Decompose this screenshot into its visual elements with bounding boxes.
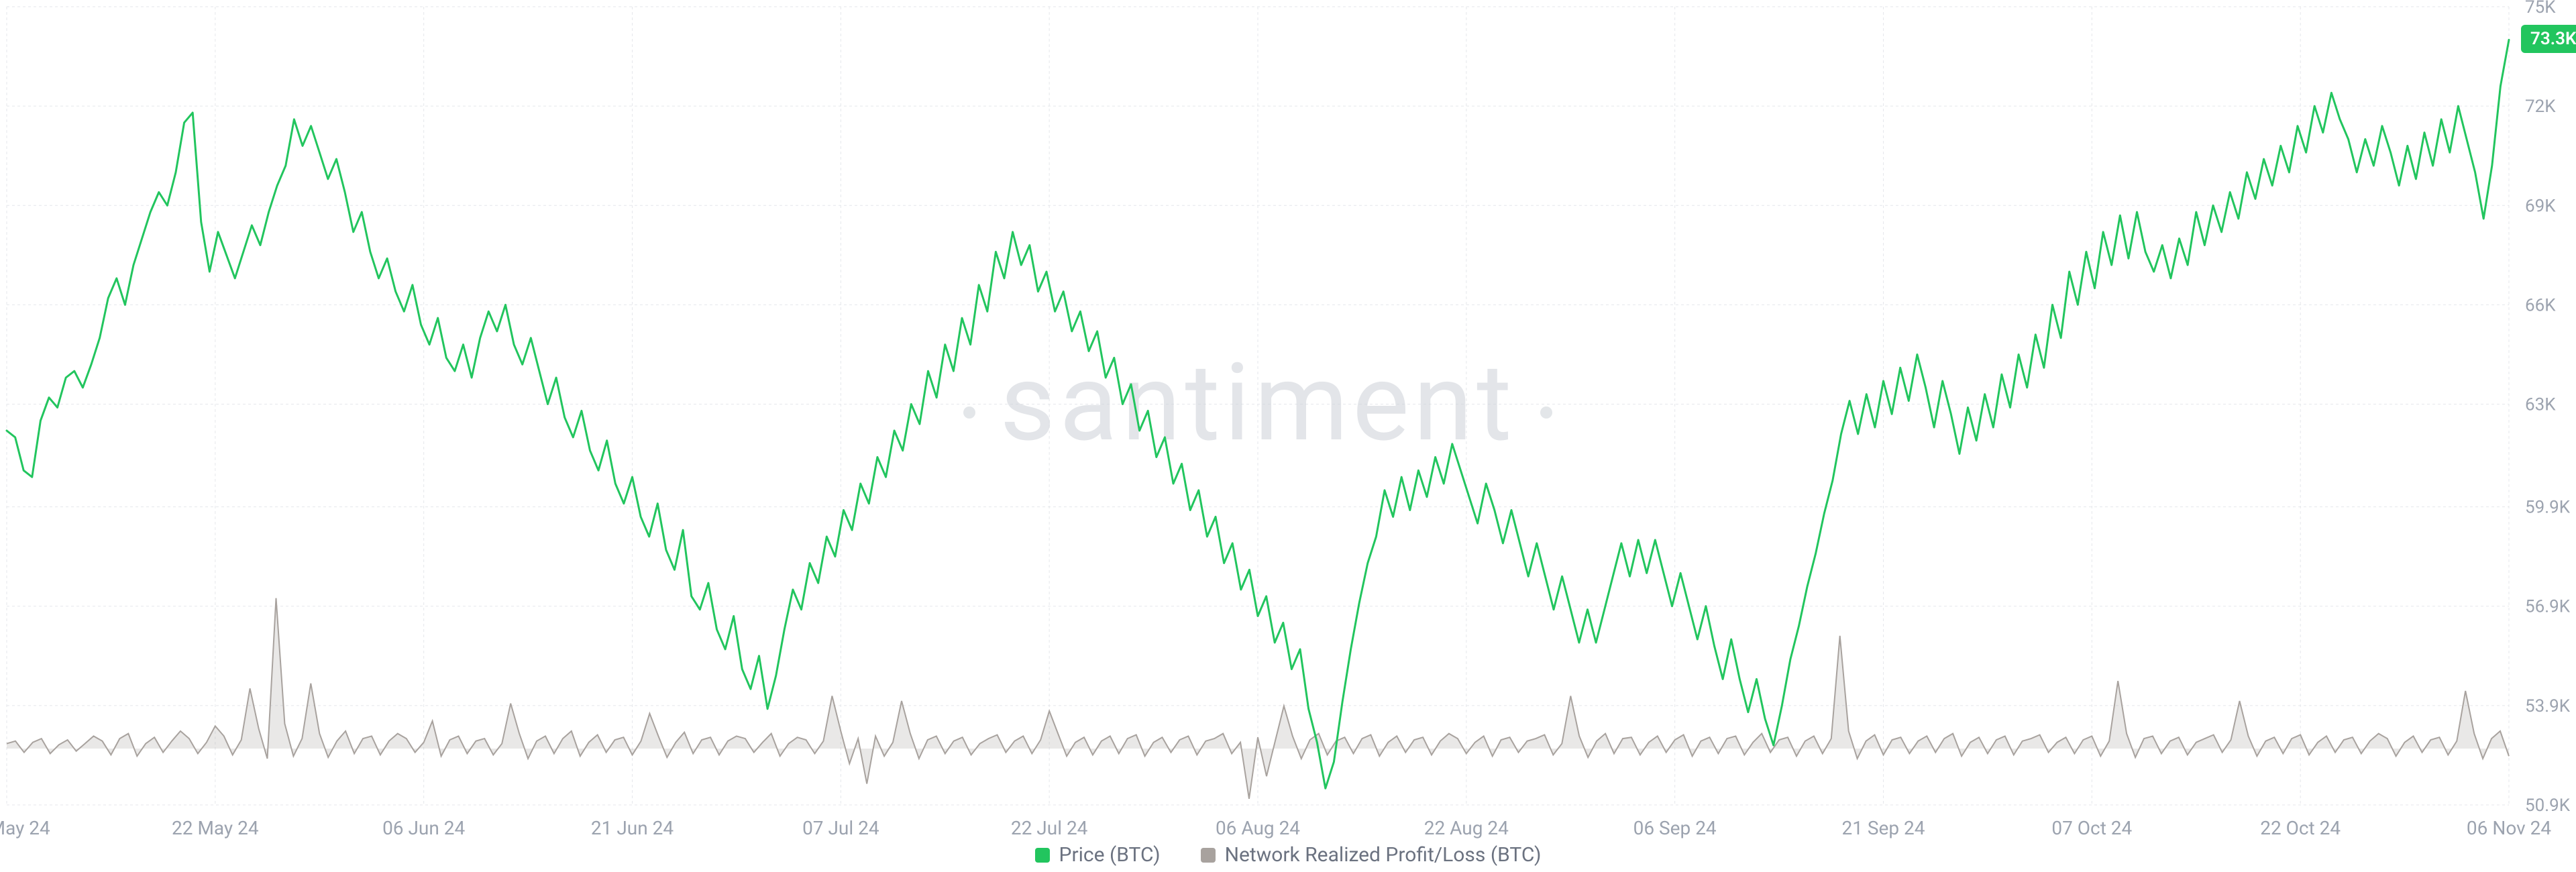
y-tick-label: 63K — [2525, 395, 2556, 415]
legend-swatch-price — [1035, 848, 1050, 863]
chart-svg[interactable]: 50.9K 53.9K 56.9K 59.9K 63K 66K 69K 72K 75K 06 Ma… — [0, 0, 2576, 872]
x-tick-label: 06 May 24 — [0, 817, 50, 839]
x-tick-label: 21 Jun 24 — [591, 817, 674, 839]
x-tick-label: 22 Oct 24 — [2260, 817, 2341, 839]
y-tick-label: 72K — [2525, 97, 2556, 117]
y-tick-label: 53.9K — [2525, 696, 2571, 716]
chart-container: 50.9K 53.9K 56.9K 59.9K 63K 66K 69K 72K 75K 06 Ma… — [0, 0, 2576, 872]
legend-item-nrpl: Network Realized Profit/Loss (BTC) — [1201, 843, 1542, 867]
y-tick-label: 69K — [2525, 196, 2556, 216]
legend-item-price: Price (BTC) — [1035, 843, 1161, 867]
legend: Price (BTC) Network Realized Profit/Loss… — [0, 843, 2576, 867]
y-tick-label: 75K — [2525, 0, 2556, 17]
x-tick-label: 22 May 24 — [172, 817, 259, 839]
watermark: santiment — [1000, 341, 1515, 466]
legend-label-price: Price (BTC) — [1059, 843, 1161, 867]
y-tick-label: 66K — [2525, 295, 2556, 315]
y-tick-label: 56.9K — [2525, 597, 2571, 617]
x-tick-label: 06 Aug 24 — [1216, 817, 1300, 839]
price-current-badge: 73.3K — [2521, 25, 2576, 53]
x-tick-label: 22 Aug 24 — [1424, 817, 1509, 839]
x-tick-label: 21 Sep 24 — [1841, 817, 1925, 839]
y-tick-label: 59.9K — [2525, 498, 2571, 518]
x-tick-label: 06 Sep 24 — [1633, 817, 1717, 839]
x-tick-label: 06 Nov 24 — [2467, 817, 2551, 839]
x-tick-label: 06 Jun 24 — [382, 817, 465, 839]
x-tick-label: 22 Jul 24 — [1011, 817, 1088, 839]
x-tick-label: 07 Jul 24 — [802, 817, 879, 839]
y-tick-label: 50.9K — [2525, 796, 2571, 816]
legend-swatch-nrpl — [1201, 848, 1216, 863]
legend-label-nrpl: Network Realized Profit/Loss (BTC) — [1225, 843, 1542, 867]
x-tick-label: 07 Oct 24 — [2051, 817, 2132, 839]
